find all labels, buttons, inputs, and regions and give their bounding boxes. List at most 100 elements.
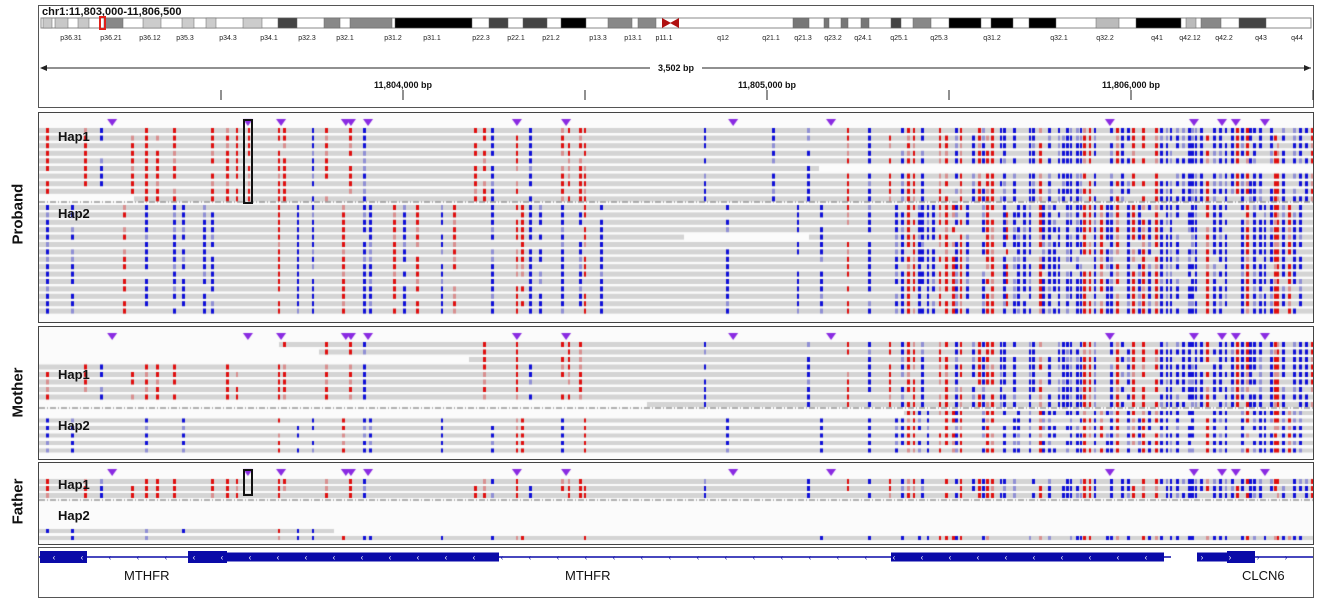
band-label: q23.2	[824, 35, 842, 42]
band-label: p34.3	[219, 35, 237, 42]
svg-text:‹: ‹	[949, 553, 952, 562]
svg-text:‹: ‹	[193, 553, 196, 562]
band-label: p13.3	[589, 35, 607, 42]
gene-label-clcn6[interactable]: CLCN6	[1242, 568, 1285, 583]
ideogram-band	[323, 17, 341, 29]
ideogram-band	[823, 17, 830, 29]
mother-reads[interactable]	[39, 327, 1313, 459]
svg-text:‹: ‹	[53, 553, 56, 562]
ideogram-band	[607, 17, 633, 29]
ideogram-band	[1185, 17, 1197, 29]
band-label: p32.1	[336, 35, 354, 42]
band-label: q21.1	[762, 35, 780, 42]
band-label: q44	[1291, 35, 1303, 42]
tick-label: 11,804,000 bp	[374, 80, 433, 90]
ideogram-band	[394, 17, 473, 29]
band-label: p36.31	[60, 35, 82, 42]
gene-label-mthfr[interactable]: MTHFR	[124, 568, 170, 583]
hap1-label: Hap1	[58, 477, 90, 492]
locus-header: chr1:11,803,000-11,806,500 p36.31 p36.21 p…	[38, 5, 1314, 108]
svg-text:‹: ‹	[1117, 553, 1120, 562]
band-label: p34.1	[260, 35, 278, 42]
ideogram-band	[54, 17, 69, 29]
svg-text:‹: ‹	[781, 553, 784, 562]
hap2-label: Hap2	[58, 418, 90, 433]
band-label: p36.12	[139, 35, 161, 42]
ideogram-band	[637, 17, 657, 29]
ideogram-band	[1095, 17, 1120, 29]
exon	[188, 551, 227, 563]
svg-text:‹: ‹	[893, 553, 896, 562]
ideogram-band	[42, 17, 53, 29]
ideogram-band	[1028, 17, 1057, 29]
ideogram-band	[890, 17, 902, 29]
svg-text:‹: ‹	[1061, 553, 1064, 562]
svg-text:‹: ‹	[473, 553, 476, 562]
ideogram-band	[181, 17, 195, 29]
mother-alignment-track[interactable]: Hap1 Hap2	[38, 326, 1314, 460]
svg-text:›: ›	[1257, 553, 1260, 562]
ideogram-band	[522, 17, 548, 29]
band-label: p11.1	[656, 35, 673, 42]
band-label: q41	[1151, 35, 1163, 42]
band-label: p31.1	[423, 35, 441, 42]
proband-alignment-track[interactable]: Hap1 Hap2	[38, 112, 1314, 323]
svg-text:‹: ‹	[333, 553, 336, 562]
highlight-box	[243, 119, 253, 204]
locus-text[interactable]: chr1:11,803,000-11,806,500	[42, 6, 182, 18]
band-label: q12	[717, 35, 729, 42]
tick-label: 11,805,000 bp	[738, 80, 797, 90]
sample-label-mother: Mother	[9, 367, 27, 418]
ideogram-band	[990, 17, 1014, 29]
svg-text:‹: ‹	[585, 553, 588, 562]
gene-gap	[1171, 552, 1199, 562]
ideogram-band	[349, 17, 393, 29]
ideogram-band	[1135, 17, 1182, 29]
svg-text:‹: ‹	[501, 553, 504, 562]
gene-track[interactable]: ‹ ‹ ‹ ‹ ‹ ‹ ‹ ‹ ‹ ‹ ‹ ‹ ‹ ‹ ‹ ‹ ‹ ‹ ‹ ‹ ‹ ‹ ‹ ‹ ‹ ‹ ‹ ‹ ‹ ‹ ‹ ‹ ‹ ‹ ‹ ‹ ‹ ‹ ‹ ‹…	[38, 547, 1314, 598]
ideogram-band	[77, 17, 90, 29]
proband-reads[interactable]	[39, 113, 1313, 322]
ideogram-band	[1238, 17, 1267, 29]
father-reads[interactable]	[39, 463, 1313, 544]
svg-text:›: ›	[1201, 553, 1204, 562]
chromosome-ideogram[interactable]: p36.31 p36.21 p36.12 p35.3 p34.3 p34.1 p32.3 p3…	[39, 16, 1315, 42]
arrow-right	[1304, 65, 1311, 71]
svg-text:‹: ‹	[109, 553, 112, 562]
band-label: p36.21	[100, 35, 122, 42]
centromere	[662, 18, 671, 28]
svg-text:‹: ‹	[529, 553, 532, 562]
tick-label: 11,806,000 bp	[1102, 80, 1161, 90]
svg-text:‹: ‹	[669, 553, 672, 562]
svg-text:‹: ‹	[249, 553, 252, 562]
svg-text:‹: ‹	[277, 553, 280, 562]
highlight-box	[243, 469, 253, 496]
arrow-left	[40, 65, 47, 71]
exon	[1197, 552, 1227, 562]
svg-text:‹: ‹	[613, 553, 616, 562]
svg-text:›: ›	[1229, 553, 1232, 562]
current-region-marker	[99, 16, 106, 30]
centromere	[670, 18, 679, 28]
svg-text:‹: ‹	[389, 553, 392, 562]
gene-label-mthfr[interactable]: MTHFR	[565, 568, 611, 583]
svg-text:‹: ‹	[557, 553, 560, 562]
gene-models[interactable]: ‹ ‹ ‹ ‹ ‹ ‹ ‹ ‹ ‹ ‹ ‹ ‹ ‹ ‹ ‹ ‹ ‹ ‹ ‹ ‹ ‹ ‹ ‹ ‹ ‹ ‹ ‹ ‹ ‹ ‹ ‹ ‹ ‹ ‹ ‹ ‹ ‹ ‹ ‹ ‹…	[39, 548, 1313, 597]
ideogram-band	[860, 17, 870, 29]
band-label: q32.1	[1050, 35, 1068, 42]
ideogram-band	[277, 17, 298, 29]
ideogram-band	[103, 17, 124, 29]
svg-text:‹: ‹	[697, 553, 700, 562]
svg-text:‹: ‹	[221, 553, 224, 562]
band-label: q24.1	[854, 35, 872, 42]
svg-text:‹: ‹	[725, 553, 728, 562]
svg-text:‹: ‹	[753, 553, 756, 562]
svg-text:‹: ‹	[445, 553, 448, 562]
svg-text:‹: ‹	[1145, 553, 1148, 562]
band-label: q21.3	[794, 35, 812, 42]
band-label: p22.1	[507, 35, 525, 42]
ideogram-band	[1200, 17, 1222, 29]
father-alignment-track[interactable]: Hap1 Hap2	[38, 462, 1314, 545]
band-label: q43	[1255, 35, 1267, 42]
exon	[1227, 551, 1255, 563]
